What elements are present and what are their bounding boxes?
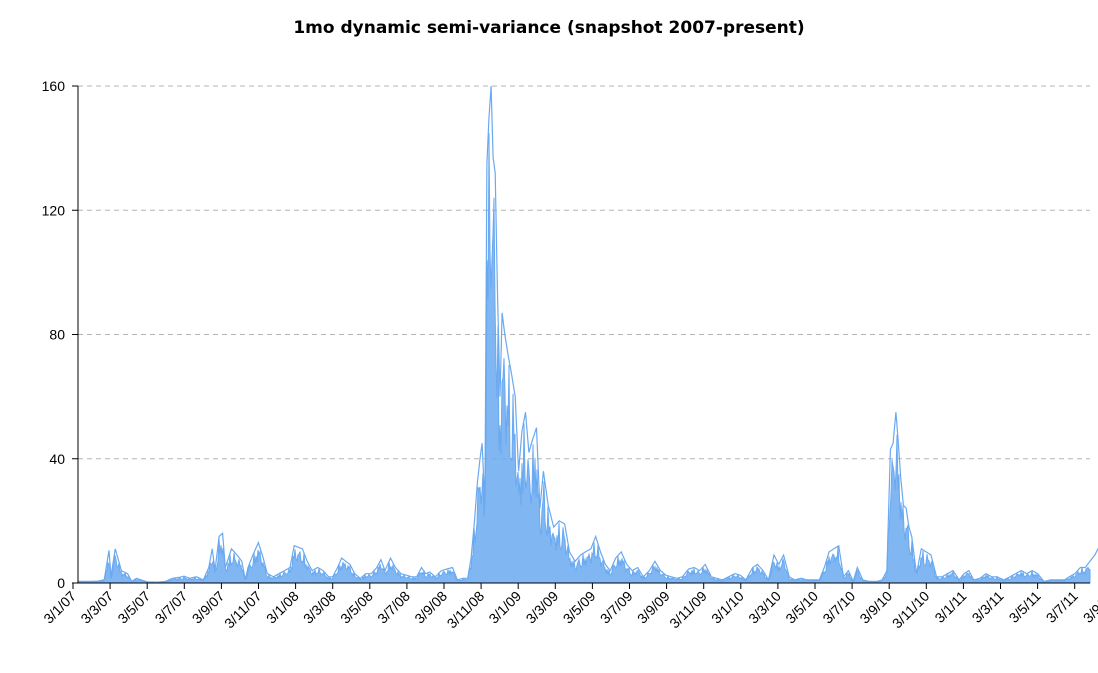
x-tick-labels: 3/1/073/3/073/5/073/7/073/9/073/11/073/1… xyxy=(40,588,1098,632)
y-tick-label: 40 xyxy=(49,451,65,467)
axes xyxy=(72,85,1090,589)
x-tick-label: 3/11/09 xyxy=(666,588,710,632)
x-tick-label: 3/3/08 xyxy=(300,588,339,627)
x-tick-label: 3/5/07 xyxy=(114,588,153,627)
x-tick-label: 3/7/10 xyxy=(819,588,858,627)
x-tick-label: 3/11/07 xyxy=(221,588,265,632)
series-line xyxy=(78,85,1098,584)
series-fill xyxy=(77,133,1091,584)
x-tick-label: 3/11/08 xyxy=(444,588,488,632)
y-tick-label: 160 xyxy=(42,78,66,94)
x-tick-label: 3/5/11 xyxy=(1006,588,1044,626)
x-tick-label: 3/7/07 xyxy=(152,588,191,627)
x-tick-label: 3/3/09 xyxy=(523,588,562,627)
x-tick-label: 3/5/10 xyxy=(782,588,821,627)
x-tick-label: 3/9/11 xyxy=(1080,588,1098,626)
x-tick-label: 3/3/11 xyxy=(969,588,1007,626)
y-tick-label: 120 xyxy=(42,202,66,218)
x-tick-label: 3/7/09 xyxy=(597,588,636,627)
x-tick-label: 3/5/09 xyxy=(560,588,599,627)
x-tick-label: 3/7/08 xyxy=(374,588,413,627)
x-tick-label: 3/1/11 xyxy=(931,588,969,626)
x-tick-label: 3/7/11 xyxy=(1043,588,1081,626)
y-tick-label: 80 xyxy=(49,327,65,343)
chart-title: 1mo dynamic semi-variance (snapshot 2007… xyxy=(293,18,805,38)
series-area xyxy=(77,85,1098,584)
x-tick-label: 3/3/07 xyxy=(77,588,116,627)
x-tick-label: 3/1/07 xyxy=(40,588,79,627)
x-tick-label: 3/1/09 xyxy=(485,588,524,627)
x-tick-label: 3/1/10 xyxy=(708,588,747,627)
gridlines xyxy=(78,85,1090,460)
x-tick-label: 3/5/08 xyxy=(337,588,376,627)
x-tick-label: 3/3/10 xyxy=(745,588,784,627)
y-tick-labels: 0 40 80 120 160 xyxy=(42,78,66,591)
x-tick-label: 3/1/08 xyxy=(263,588,302,627)
y-tick-label: 0 xyxy=(57,575,65,591)
x-tick-label: 3/11/10 xyxy=(889,588,933,632)
